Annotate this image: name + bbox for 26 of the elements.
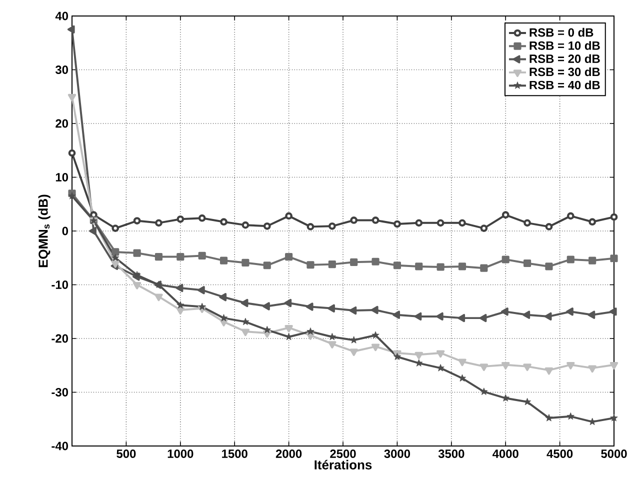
legend-label: RSB = 20 dB [530,54,600,63]
legend-label: RSB = 30 dB [530,67,600,76]
x-tick-label: 1000 [168,450,194,458]
x-tick-label: 2000 [276,450,302,458]
x-tick-label: 3000 [384,450,410,458]
y-tick-label: 0 [62,226,68,236]
y-tick-label: 10 [56,173,68,182]
x-tick-label: 500 [116,450,136,458]
y-tick-label: 30 [55,66,68,74]
x-tick-label: 1500 [222,450,248,458]
y-axis-title: EQMN$_{s}$ (dB) [38,194,50,268]
legend-label: RSB = 0 dB [530,28,594,37]
y-tick-label: -40 [52,442,68,450]
legend-label: RSB = 10 dB [530,41,600,50]
y-tick-label: 20 [56,119,68,128]
y-tick-label: -10 [52,280,68,289]
x-axis-title: Itérations [314,460,372,470]
y-tick-label: -30 [52,388,68,396]
x-tick-label: 4000 [492,450,518,458]
y-tick-label: -20 [52,334,68,343]
y-tick-label: 40 [55,12,68,20]
legend-label: RSB = 40 dB [530,80,600,90]
x-tick-label: 3500 [438,450,464,458]
x-tick-label: 4500 [546,450,573,458]
x-tick-label: 2500 [330,450,356,458]
x-tick-label: 5000 [601,450,627,458]
